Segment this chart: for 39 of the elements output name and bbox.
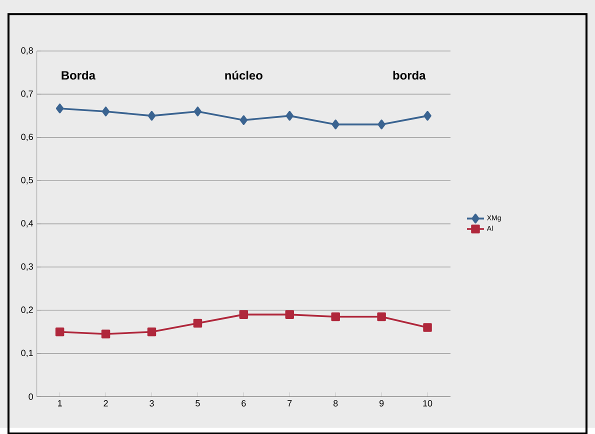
point: [102, 106, 110, 116]
point: [378, 119, 386, 130]
x-tick-label: 6: [242, 400, 246, 406]
y-tick-label: 0,2: [21, 306, 33, 314]
x-tick-label: 1: [58, 400, 62, 406]
y-tick-label: 0,5: [21, 176, 33, 184]
x-tick-label: 9: [379, 400, 384, 406]
y-tick-label: 0,3: [21, 263, 33, 270]
point: [194, 106, 202, 116]
y-tick-label: 0: [28, 393, 33, 400]
annotation: borda: [393, 70, 426, 80]
x-tick-label: 2: [104, 400, 108, 406]
y-tick-label: 0,1: [21, 350, 33, 357]
point: [240, 115, 248, 125]
point: [423, 322, 432, 332]
x-tick-label: 5: [196, 400, 200, 406]
x-tick-label: 8: [333, 400, 338, 406]
point: [239, 310, 248, 319]
x-tick-label: 7: [288, 400, 292, 406]
point: [193, 318, 202, 328]
x-tick-label: 3: [150, 400, 154, 406]
point: [101, 329, 110, 338]
point: [285, 310, 294, 319]
annotation: núcleo: [225, 70, 262, 80]
point: [148, 110, 156, 120]
y-tick-label: 0,4: [21, 220, 34, 228]
point: [56, 103, 64, 114]
y-tick-label: 0,8: [21, 47, 33, 54]
point: [286, 110, 294, 120]
point: [332, 119, 340, 130]
point: [331, 312, 340, 321]
point: [147, 327, 156, 336]
y-tick-label: 0,7: [21, 90, 33, 98]
annotation: Borda: [62, 70, 96, 80]
y-tick-label: 0,6: [21, 133, 33, 141]
point: [55, 327, 64, 336]
x-tick-label: 10: [423, 400, 432, 406]
point: [377, 312, 386, 321]
point: [424, 110, 432, 120]
